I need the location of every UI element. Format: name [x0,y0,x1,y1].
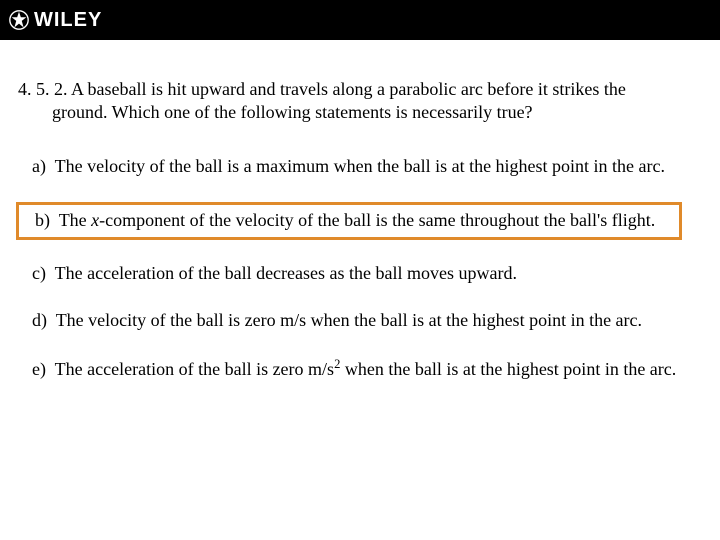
option-d[interactable]: d) The velocity of the ball is zero m/s … [18,309,702,332]
option-d-text: The velocity of the ball is zero m/s whe… [56,310,642,330]
option-b-var: x [91,210,99,230]
option-c[interactable]: c) The acceleration of the ball decrease… [18,262,702,285]
option-b-prefix: The [59,210,91,230]
option-e[interactable]: e) The acceleration of the ball is zero … [18,356,702,381]
header-bar: WILEY [0,0,720,40]
option-e-suffix: when the ball is at the highest point in… [340,359,676,379]
option-d-label: d) [32,310,47,330]
option-c-label: c) [32,263,46,283]
option-a-label: a) [32,156,46,176]
question-stem: 4. 5. 2. A baseball is hit upward and tr… [18,78,702,125]
options-list: a) The velocity of the ball is a maximum… [18,155,702,382]
option-e-label: e) [32,359,46,379]
option-b-suffix: -component of the velocity of the ball i… [99,210,655,230]
option-b-label: b) [35,210,50,230]
option-b[interactable]: b) The x-component of the velocity of th… [21,209,677,232]
wiley-icon [8,9,30,31]
option-a-text: The velocity of the ball is a maximum wh… [55,156,665,176]
question-content: 4. 5. 2. A baseball is hit upward and tr… [0,40,720,416]
question-text-1: A baseball is hit upward and travels alo… [71,79,626,99]
option-c-text: The acceleration of the ball decreases a… [55,263,517,283]
question-text-2: ground. Which one of the following state… [18,101,702,124]
option-e-prefix: The acceleration of the ball is zero m/s [55,359,334,379]
option-a[interactable]: a) The velocity of the ball is a maximum… [18,155,702,178]
question-number: 4. 5. 2. [18,79,68,99]
highlighted-answer: b) The x-component of the velocity of th… [16,202,682,239]
brand-logo: WILEY [8,9,102,32]
brand-name: WILEY [34,9,102,32]
